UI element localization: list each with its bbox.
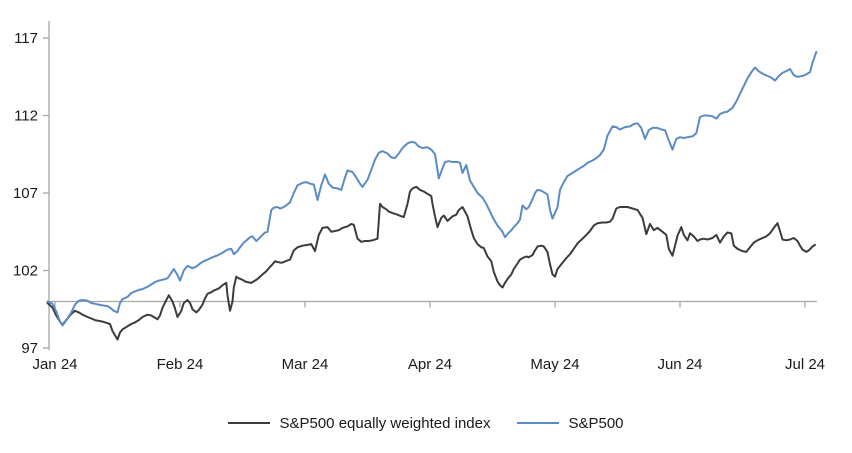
sp500-line-swatch: [517, 422, 560, 424]
x-tick-label: Feb 24: [157, 356, 204, 373]
y-tick-label: 97: [21, 340, 38, 357]
x-tick-label: Jul 24: [785, 356, 825, 373]
x-tick-label: Jan 24: [32, 356, 77, 373]
legend-item-sp500: S&P500: [517, 414, 624, 432]
x-tick-label: Jun 24: [657, 356, 702, 373]
series-line-sp500: [46, 51, 818, 327]
x-tick-label: May 24: [530, 356, 579, 373]
x-tick-label: Mar 24: [282, 356, 329, 373]
legend-label-sp500: S&P500: [568, 414, 624, 432]
y-tick-label: 112: [14, 108, 38, 125]
series-line-equal-weight: [46, 185, 816, 341]
legend-item-equal-weight: S&P500 equally weighted index: [228, 415, 490, 432]
y-tick-label: 117: [14, 30, 38, 47]
y-tick-label: 102: [13, 263, 38, 280]
x-tick-label: Apr 24: [408, 356, 452, 373]
equal-weight-line-swatch: [228, 422, 271, 424]
y-tick-label: 107: [13, 185, 38, 202]
legend-label-equal-weight: S&P500 equally weighted index: [279, 414, 491, 432]
chart-legend: S&P500 equally weighted index S&P500: [0, 411, 852, 435]
